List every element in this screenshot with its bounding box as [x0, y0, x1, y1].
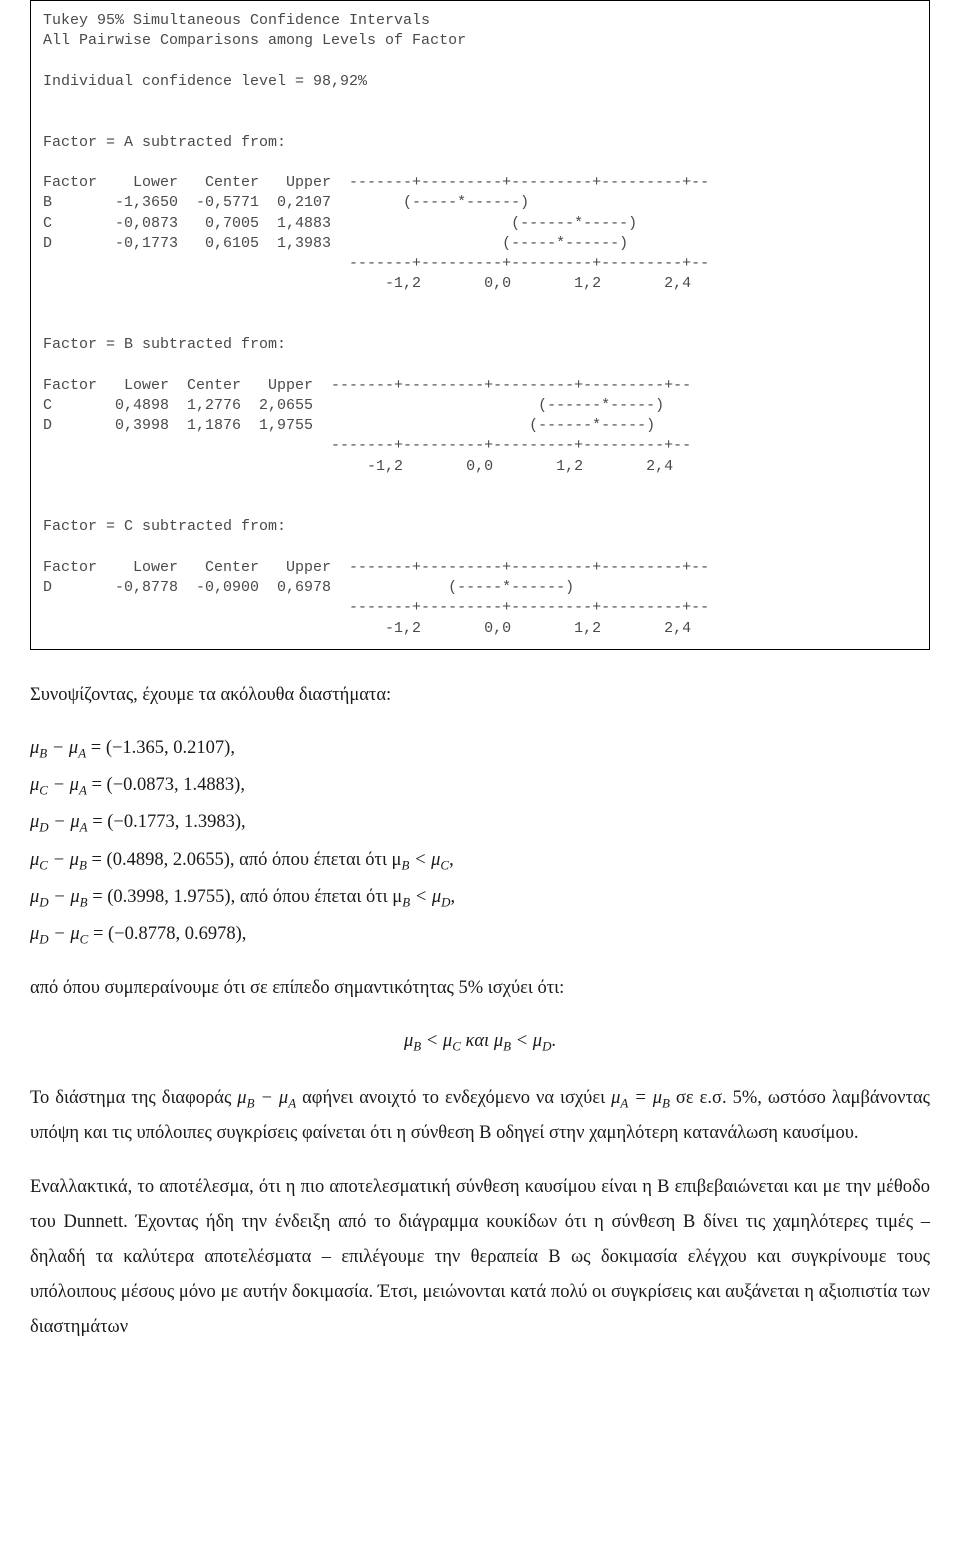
math-line-4: μC − μB = (0.4898, 2.0655), από όπου έπε… [30, 843, 930, 878]
out-c-axis: -1,2 0,0 1,2 2,4 [43, 620, 691, 637]
math-line-6: μD − μC = (−0.8778, 0.6978), [30, 917, 930, 952]
out-b-axis: -1,2 0,0 1,2 2,4 [43, 458, 673, 475]
para-2: Το διάστημα της διαφοράς μB − μA αφήνει … [30, 1081, 930, 1151]
out-c-rule: -------+---------+---------+---------+-- [43, 599, 709, 616]
out-a-rowc: C -0,0873 0,7005 1,4883 (------*-----) [43, 215, 637, 232]
out-a-rule: -------+---------+---------+---------+-- [43, 255, 709, 272]
out-c-rowd: D -0,8778 -0,0900 0,6978 (-----*------) [43, 579, 574, 596]
out-b-head: Factor Lower Center Upper -------+------… [43, 377, 691, 394]
page-container: Tukey 95% Simultaneous Confidence Interv… [0, 0, 960, 1393]
out-c-head: Factor Lower Center Upper -------+------… [43, 559, 709, 576]
out-b-rowd: D 0,3998 1,1876 1,9755 (------*-----) [43, 417, 655, 434]
math-line-2: μC − μA = (−0.0873, 1.4883), [30, 768, 930, 803]
out-header2: All Pairwise Comparisons among Levels of… [43, 32, 466, 49]
out-b-rowc: C 0,4898 1,2776 2,0655 (------*-----) [43, 397, 664, 414]
math-line-5: μD − μB = (0.3998, 1.9755), από όπου έπε… [30, 880, 930, 915]
out-b-title: Factor = B subtracted from: [43, 336, 286, 353]
math-center: μB < μC και μB < μD. [30, 1024, 930, 1059]
out-c-title: Factor = C subtracted from: [43, 518, 286, 535]
math-line-3: μD − μA = (−0.1773, 1.3983), [30, 805, 930, 840]
out-a-title: Factor = A subtracted from: [43, 134, 286, 151]
out-header1: Tukey 95% Simultaneous Confidence Interv… [43, 12, 430, 29]
concl-para: από όπου συμπεραίνουμε ότι σε επίπεδο ση… [30, 971, 930, 1006]
intro-para: Συνοψίζοντας, έχουμε τα ακόλουθα διαστήμ… [30, 678, 930, 713]
out-conf: Individual confidence level = 98,92% [43, 73, 367, 90]
stat-output-box: Tukey 95% Simultaneous Confidence Interv… [30, 0, 930, 650]
out-b-rule: -------+---------+---------+---------+-- [43, 437, 691, 454]
para-3: Εναλλακτικά, το αποτέλεσμα, ότι η πιο απ… [30, 1170, 930, 1346]
body-text: Συνοψίζοντας, έχουμε τα ακόλουθα διαστήμ… [30, 678, 930, 1346]
out-a-axis: -1,2 0,0 1,2 2,4 [43, 275, 691, 292]
out-a-rowd: D -0,1773 0,6105 1,3983 (-----*------) [43, 235, 628, 252]
out-a-rowb: B -1,3650 -0,5771 0,2107 (-----*------) [43, 194, 529, 211]
math-line-1: μB − μA = (−1.365, 0.2107), [30, 731, 930, 766]
out-a-head: Factor Lower Center Upper -------+------… [43, 174, 709, 191]
